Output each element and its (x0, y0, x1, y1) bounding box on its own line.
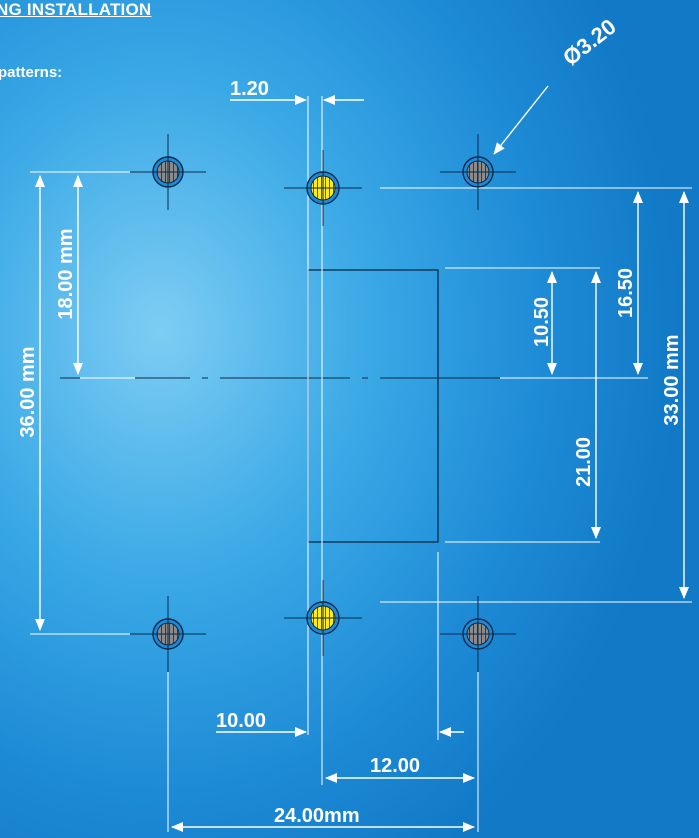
left-total-height-label: 36.00 mm (17, 346, 39, 437)
pin-bottom (284, 580, 362, 656)
left-half-height-label: 18.00 mm (55, 228, 77, 319)
right-half-height-label: 16.50 (615, 268, 637, 318)
right-total-height-label: 33.00 mm (661, 334, 683, 425)
patterns-label: patterns: (0, 64, 63, 81)
hole-top-right (440, 134, 516, 210)
dimension-lines (35, 85, 689, 832)
hole-bottom-right (440, 596, 516, 672)
pin-spacing-label: 10.00 (216, 710, 266, 732)
rect-height-label: 21.00 (573, 437, 595, 487)
extension-lines (30, 96, 692, 832)
pin-top (284, 150, 362, 226)
hole-top-left (130, 134, 206, 210)
page-heading: NG INSTALLATION (0, 0, 152, 19)
rect-half-height-label: 10.50 (531, 297, 553, 347)
hole-bottom-left (130, 596, 206, 672)
pin-offset-label: 1.20 (230, 78, 269, 100)
center-lines (60, 98, 610, 612)
hole-diameter-label: Ø3.20 (558, 14, 621, 71)
mounting-holes (130, 134, 516, 672)
half-width-label: 12.00 (370, 755, 420, 777)
total-width-label: 24.00mm (274, 805, 360, 827)
component-outline (307, 269, 439, 543)
